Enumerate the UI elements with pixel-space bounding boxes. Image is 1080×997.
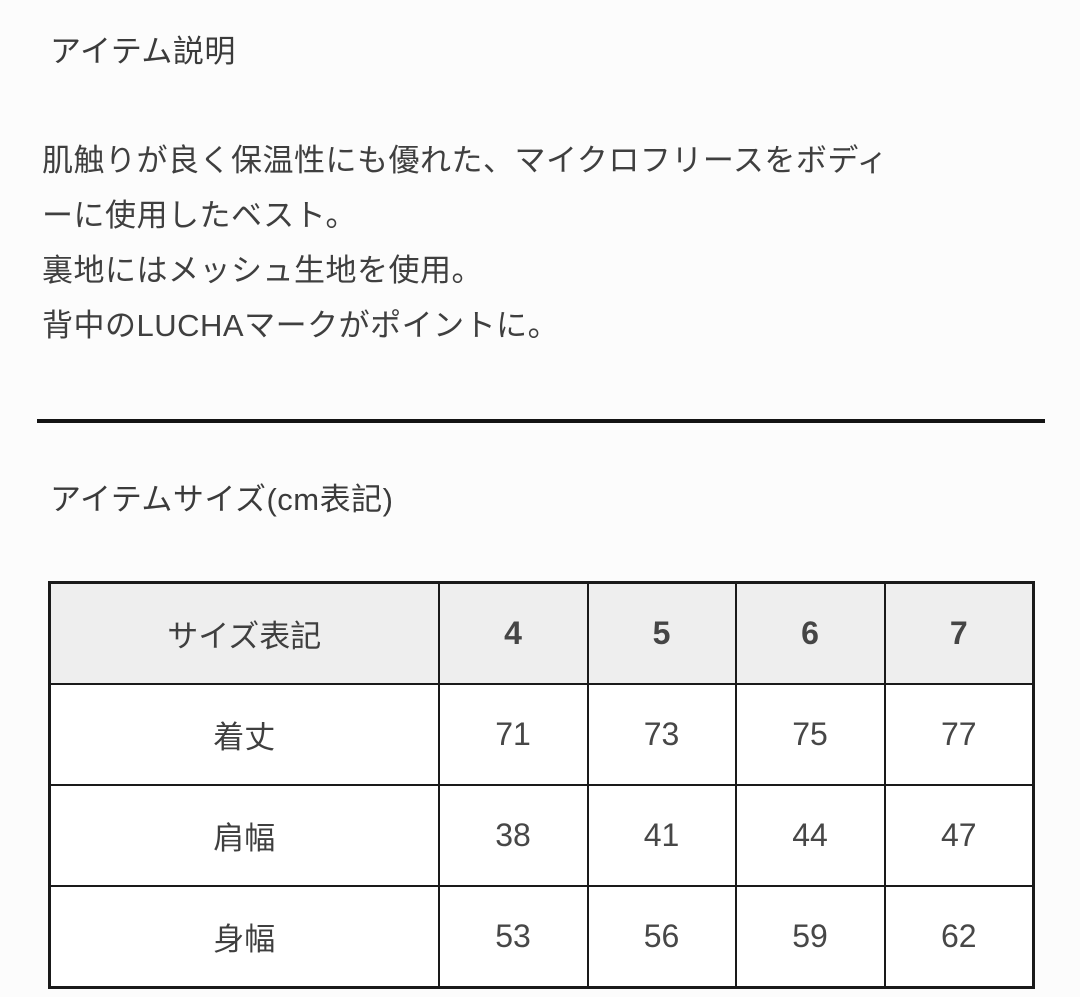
table-row-length: 着丈 71 73 75 77: [48, 683, 1035, 786]
table-cell: 47: [883, 784, 1035, 887]
table-cell: 38: [437, 784, 589, 887]
row-label-body-width: 身幅: [48, 885, 440, 989]
table-cell: 56: [586, 885, 737, 989]
table-cell: 62: [883, 885, 1035, 989]
table-cell: 59: [734, 885, 886, 989]
table-cell: 73: [586, 683, 737, 786]
size-column-header-7: 7: [883, 581, 1035, 685]
description-line: 肌触りが良く保温性にも優れた、マイクロフリースをボディ: [42, 143, 889, 178]
table-cell: 41: [586, 784, 737, 887]
row-label-length: 着丈: [48, 683, 440, 786]
item-size-heading: アイテムサイズ(cm表記): [50, 482, 394, 517]
table-cell: 53: [437, 885, 589, 989]
table-row-shoulder-width: 肩幅 38 41 44 47: [48, 784, 1035, 887]
size-column-header-5: 5: [586, 581, 737, 685]
table-cell: 77: [883, 683, 1035, 786]
table-cell: 75: [734, 683, 886, 786]
description-line: 背中のLUCHAマークがポイントに。: [42, 308, 560, 343]
size-column-header-4: 4: [437, 581, 589, 685]
table-cell: 44: [734, 784, 886, 887]
size-table-header-row: サイズ表記 4 5 6 7: [48, 581, 1035, 685]
size-column-header-6: 6: [734, 581, 886, 685]
table-row-body-width: 身幅 53 56 59 62: [48, 885, 1035, 989]
row-label-shoulder-width: 肩幅: [48, 784, 440, 887]
size-table: サイズ表記 4 5 6 7 着丈 71 73 75 77 肩幅 38 41 44…: [48, 581, 1035, 989]
description-line: ーに使用したベスト。: [42, 198, 357, 233]
table-cell: 71: [437, 683, 589, 786]
size-table-corner-header: サイズ表記: [48, 581, 440, 685]
description-line: 裏地にはメッシュ生地を使用。: [42, 253, 483, 288]
section-divider: [37, 419, 1045, 423]
item-description-heading: アイテム説明: [50, 34, 236, 69]
item-description-text: 肌触りが良く保温性にも優れた、マイクロフリースをボディ ーに使用したベスト。 裏…: [42, 133, 888, 353]
